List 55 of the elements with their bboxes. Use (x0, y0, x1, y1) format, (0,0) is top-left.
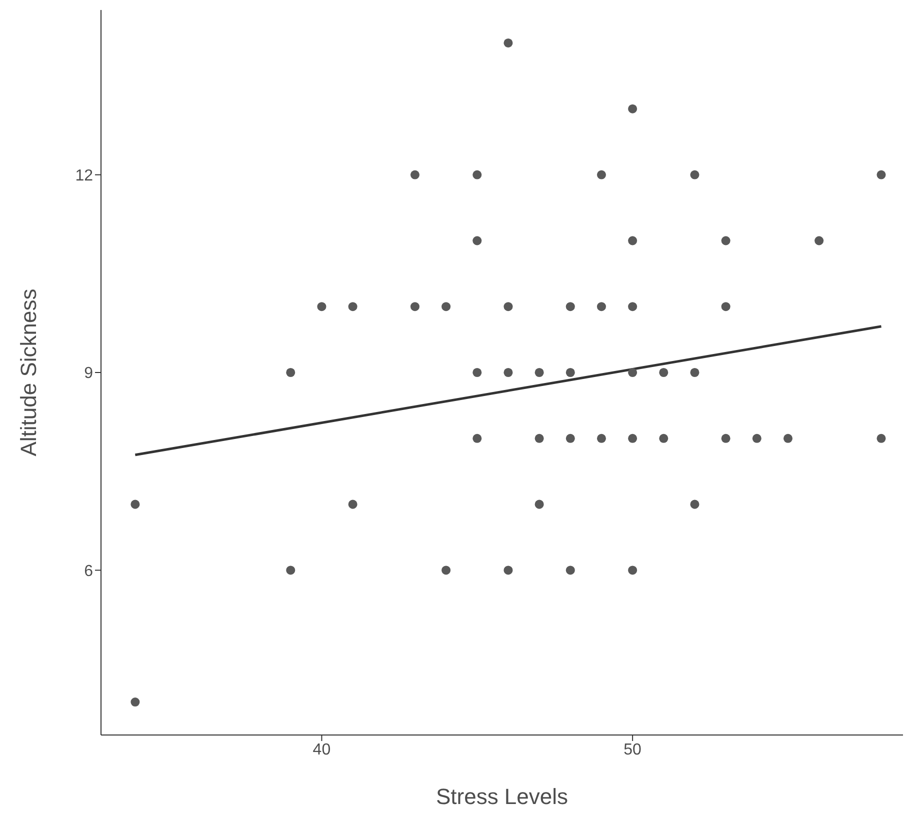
y-tick-label: 9 (84, 365, 94, 382)
point (472, 236, 482, 246)
point (628, 236, 638, 246)
point (876, 170, 886, 180)
point (442, 302, 451, 312)
point (628, 104, 638, 114)
point (130, 698, 140, 707)
point (783, 434, 792, 443)
point (721, 302, 730, 312)
point (410, 170, 420, 180)
point (410, 302, 420, 312)
point (690, 170, 700, 180)
point (472, 368, 482, 378)
point (534, 368, 544, 378)
point (690, 500, 700, 509)
point (628, 434, 638, 443)
point (130, 500, 140, 509)
point (596, 170, 606, 180)
y-axis-title: Altitude Sickness (16, 288, 41, 456)
x-tick-label: 50 (624, 741, 642, 758)
point (596, 434, 606, 443)
point (286, 566, 296, 575)
point (721, 434, 730, 443)
point (472, 434, 482, 443)
point (534, 434, 544, 443)
y-tick-label: 6 (84, 562, 94, 580)
x-tick-label: 40 (312, 741, 331, 758)
point (876, 434, 886, 443)
point (659, 368, 668, 378)
point (472, 170, 482, 180)
point (504, 368, 513, 378)
point (596, 302, 606, 312)
point (566, 368, 575, 378)
point (504, 38, 513, 48)
point (721, 236, 730, 246)
point (628, 368, 638, 378)
point (566, 302, 575, 312)
x-axis-title: Stress Levels (436, 784, 568, 809)
point (814, 236, 824, 246)
point (348, 500, 358, 509)
point (628, 302, 638, 312)
point (504, 302, 513, 312)
point (566, 566, 575, 575)
point (628, 566, 638, 575)
point (317, 302, 326, 312)
point (442, 566, 451, 575)
point (286, 368, 296, 378)
point (690, 368, 700, 378)
point (566, 434, 575, 443)
y-tick-label: 12 (75, 167, 94, 184)
point (534, 500, 544, 509)
point (348, 302, 358, 312)
point (504, 566, 513, 575)
point (752, 434, 762, 443)
point (659, 434, 668, 443)
